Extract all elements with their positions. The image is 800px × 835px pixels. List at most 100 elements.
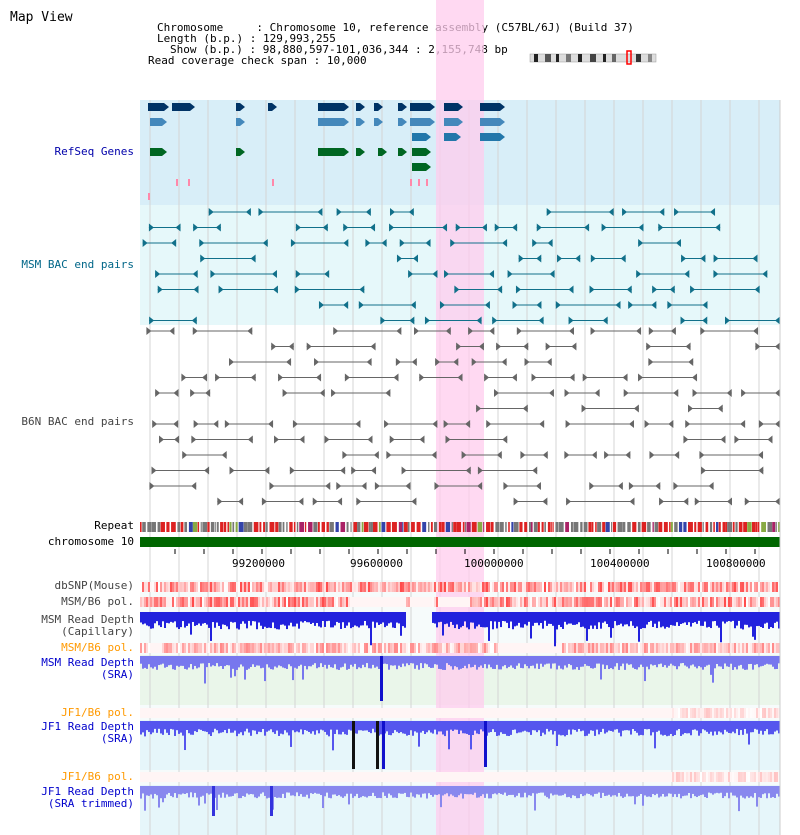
repeat-element [658, 522, 663, 532]
depth-bar [280, 612, 282, 625]
heat-cell [630, 708, 632, 718]
depth-bar [228, 786, 230, 797]
heat-cell [474, 643, 476, 653]
heat-cell [426, 597, 428, 607]
depth-bar [744, 786, 746, 799]
track-label-repeat[interactable]: Repeat [94, 519, 134, 532]
track-label-dbsnp[interactable]: dbSNP(Mouse) [54, 579, 134, 592]
track-label-msm-bac[interactable]: MSM BAC end pairs [21, 258, 134, 271]
heat-cell [698, 582, 700, 592]
depth-bar [314, 612, 316, 626]
bac-end [713, 270, 719, 278]
heat-cell [670, 643, 672, 653]
depth-bar [700, 656, 702, 668]
depth-bar [576, 721, 578, 732]
track-label-jf1-depth-sra[interactable]: JF1 Read Depth [41, 720, 134, 733]
depth-bar [340, 612, 342, 629]
heat-cell [160, 597, 162, 607]
bac-end [481, 223, 487, 232]
depth-bar [170, 721, 172, 729]
heat-cell [674, 582, 676, 592]
depth-bar [432, 612, 434, 623]
heat-cell [304, 708, 306, 718]
heat-cell [398, 597, 400, 607]
depth-bar [294, 786, 296, 797]
track-label-msm-b6-pol-2[interactable]: MSM/B6 pol. [61, 641, 134, 654]
depth-bar [280, 656, 282, 667]
heat-cell [280, 643, 282, 653]
depth-bar [738, 786, 740, 812]
heat-cell [768, 772, 770, 782]
depth-bar [158, 786, 160, 808]
heat-cell [448, 582, 450, 592]
depth-bar [684, 786, 686, 796]
bac-end [389, 208, 395, 216]
heat-cell [776, 708, 778, 718]
depth-bar [172, 721, 174, 730]
depth-bar [556, 721, 558, 746]
heat-cell [542, 708, 544, 718]
depth-bar [192, 786, 194, 798]
depth-bar [306, 786, 308, 795]
bac-end [409, 316, 415, 325]
heat-cell [184, 772, 186, 782]
heat-cell [422, 582, 424, 592]
depth-bar [224, 786, 226, 798]
heat-cell [198, 708, 200, 718]
depth-bar [278, 612, 280, 630]
heat-cell [690, 582, 692, 592]
heat-cell [330, 597, 332, 607]
heat-cell [624, 597, 626, 607]
depth-bar [332, 721, 334, 751]
heat-cell [242, 597, 244, 607]
heat-cell [406, 597, 408, 607]
heat-cell [752, 597, 754, 607]
track-label-chromosome[interactable]: chromosome 10 [47, 535, 134, 548]
track-label-jf1-b6-pol-2[interactable]: JF1/B6 pol. [61, 770, 134, 783]
heat-cell [276, 708, 278, 718]
heat-cell [542, 597, 544, 607]
depth-bar [426, 656, 428, 665]
depth-bar [778, 721, 780, 734]
bac-end [414, 327, 420, 335]
track-label-msm-b6-pol[interactable]: MSM/B6 pol. [61, 595, 134, 608]
depth-bar [542, 721, 544, 733]
track-label-refseq[interactable]: RefSeq Genes [54, 145, 134, 158]
heat-cell [236, 597, 238, 607]
heat-cell [166, 597, 168, 607]
gene-arrow [500, 103, 505, 111]
heat-cell [376, 582, 378, 592]
depth-bar [632, 612, 634, 626]
depth-bar [334, 656, 336, 665]
depth-bar [752, 721, 754, 733]
track-label-b6n-bac[interactable]: B6N BAC end pairs [21, 415, 134, 428]
heat-cell [688, 643, 690, 653]
track-label-msm-depth-capillary[interactable]: MSM Read Depth [41, 613, 134, 626]
bac-end [312, 497, 318, 506]
heat-cell [448, 708, 450, 718]
track-label-msm-depth-sra[interactable]: MSM Read Depth [41, 656, 134, 669]
repeat-element [243, 522, 248, 532]
ideogram-band [590, 54, 596, 62]
heat-cell [742, 582, 744, 592]
track-label-jf1-b6-pol[interactable]: JF1/B6 pol. [61, 706, 134, 719]
heat-cell [742, 597, 744, 607]
depth-bar [678, 786, 680, 794]
heat-cell [748, 582, 750, 592]
heat-cell [288, 708, 290, 718]
heat-cell [328, 597, 330, 607]
bac-end [217, 497, 223, 506]
depth-bar [190, 656, 192, 665]
heat-cell [160, 643, 162, 653]
heat-cell [442, 643, 444, 653]
depth-bar [254, 721, 256, 731]
depth-bar [182, 656, 184, 666]
depth-bar [648, 721, 650, 730]
depth-bar [678, 612, 680, 626]
bac-end [380, 316, 386, 325]
heat-cell [584, 772, 586, 782]
track-label-jf1-depth-trimmed[interactable]: JF1 Read Depth [41, 785, 134, 798]
heat-cell [686, 772, 688, 782]
depth-bar [496, 656, 498, 665]
